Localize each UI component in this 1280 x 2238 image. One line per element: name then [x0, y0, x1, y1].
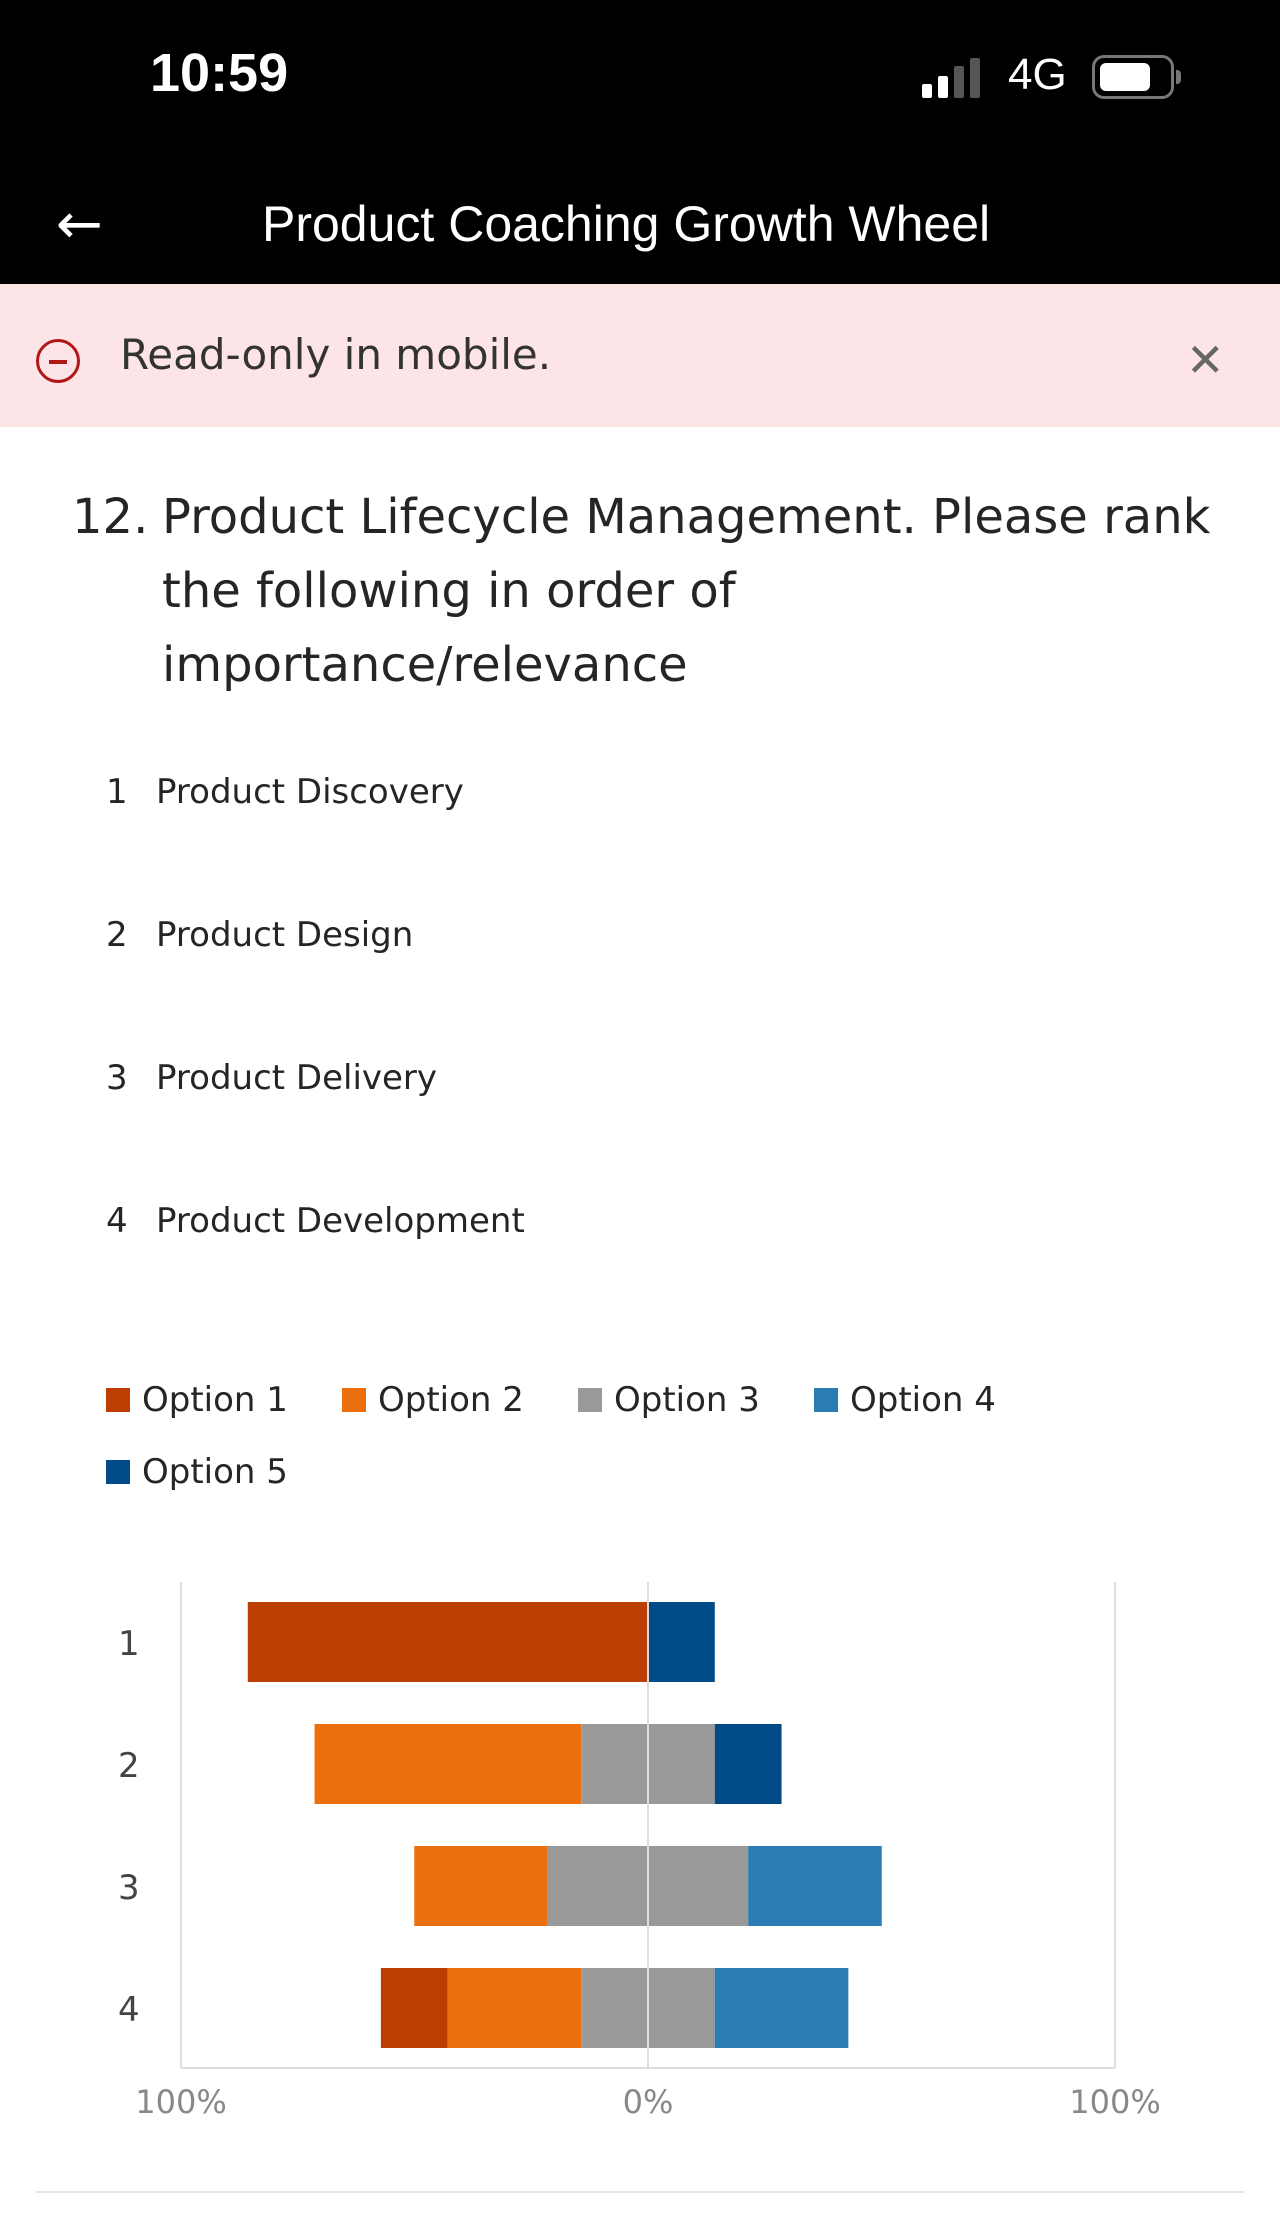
bar-segment-option-2 — [447, 1968, 582, 2048]
rank-number: 4 — [106, 1201, 128, 1241]
legend-item: Option 1 — [106, 1380, 288, 1420]
legend-item: Option 3 — [578, 1380, 760, 1420]
app-header: ← Product Coaching Growth Wheel — [0, 170, 1280, 284]
divider — [36, 2191, 1244, 2193]
rank-label: Product Development — [156, 1201, 525, 1241]
legend-swatch — [106, 1388, 130, 1412]
x-tick-label: 0% — [623, 2083, 674, 2121]
rank-number: 1 — [106, 772, 128, 812]
legend-label: Option 5 — [142, 1452, 288, 1492]
x-tick-label: 100% — [1069, 2083, 1160, 2121]
bar-segment-option-5 — [648, 1602, 715, 1682]
bar-segment-option-1 — [247, 1602, 648, 1682]
bar-segment-option-2 — [414, 1846, 548, 1926]
y-tick-label: 3 — [118, 1868, 140, 1908]
banner-text: Read-only in mobile. — [120, 330, 552, 379]
read-only-banner — [0, 284, 1280, 427]
legend-swatch — [106, 1460, 130, 1484]
bar-segment-option-4 — [748, 1846, 882, 1926]
y-tick-label: 1 — [118, 1624, 140, 1664]
question-number: 12. — [72, 489, 149, 545]
legend-swatch — [342, 1388, 366, 1412]
rank-item: 1 Product Discovery — [106, 772, 464, 812]
legend-item: Option 5 — [106, 1452, 288, 1492]
legend-swatch — [814, 1388, 838, 1412]
legend-label: Option 4 — [850, 1380, 996, 1420]
signal-icon — [922, 58, 980, 98]
rank-item: 3 Product Delivery — [106, 1058, 437, 1098]
rank-label: Product Discovery — [156, 772, 464, 812]
y-tick-label: 4 — [118, 1990, 140, 2030]
legend-label: Option 3 — [614, 1380, 760, 1420]
y-tick-label: 2 — [118, 1746, 140, 1786]
x-tick-label: 100% — [135, 2083, 226, 2121]
page-title: Product Coaching Growth Wheel — [262, 196, 991, 252]
minus-circle-icon — [36, 339, 80, 383]
rank-label: Product Design — [156, 915, 414, 955]
battery-icon — [1092, 55, 1181, 99]
question-text: Product Lifecycle Management. Please ran… — [162, 489, 1211, 693]
legend-item: Option 2 — [342, 1380, 524, 1420]
question: 12. Product Lifecycle Management. Please… — [72, 480, 1232, 702]
network-label: 4G — [1008, 50, 1067, 99]
legend-label: Option 1 — [142, 1380, 288, 1420]
rank-number: 3 — [106, 1058, 128, 1098]
ranking-chart: 1 2 3 4 100% 0% 100% — [118, 1582, 1161, 2121]
legend-item: Option 4 — [814, 1380, 996, 1420]
bar-segment-option-5 — [714, 1724, 782, 1804]
rank-item: 4 Product Development — [106, 1201, 525, 1241]
rank-number: 2 — [106, 915, 128, 955]
bar-segment-option-4 — [714, 1968, 849, 2048]
bar-segment-option-2 — [314, 1724, 582, 1804]
arrow-left-icon[interactable]: ← — [56, 192, 103, 257]
bar-segment-option-1 — [380, 1968, 448, 2048]
rank-item: 2 Product Design — [106, 915, 413, 955]
status-time: 10:59 — [150, 43, 289, 103]
status-bar: 10:59 4G — [0, 0, 1280, 170]
legend-swatch — [578, 1388, 602, 1412]
close-icon[interactable]: ✕ — [1186, 333, 1225, 387]
rank-label: Product Delivery — [156, 1058, 438, 1098]
legend-label: Option 2 — [378, 1380, 524, 1420]
